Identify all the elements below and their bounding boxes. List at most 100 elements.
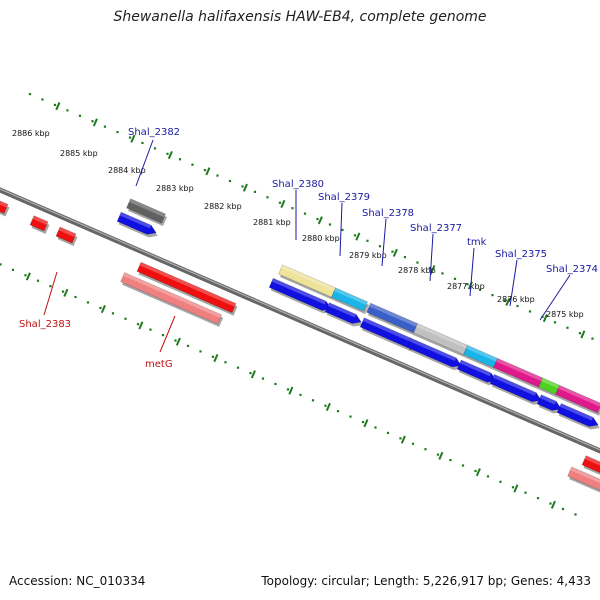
- scale-dot: [528, 310, 532, 313]
- scale-dot: [353, 234, 357, 237]
- scale-dot: [503, 299, 507, 302]
- scale-dot: [216, 174, 219, 177]
- scale-dot: [61, 290, 65, 293]
- scale-dot: [566, 326, 569, 329]
- minus-strand-gene: [581, 455, 600, 476]
- scale-dot: [74, 295, 77, 299]
- label-leader-line: [135, 139, 154, 187]
- minus-feature-bar: [120, 272, 224, 327]
- scale-dot: [574, 513, 577, 516]
- scale-dot: [324, 404, 327, 407]
- scale-dot: [174, 339, 177, 342]
- plus-strand-gene: [456, 359, 498, 386]
- kbp-tick-label: 2875 kbp: [546, 310, 584, 319]
- scale-dot: [553, 321, 557, 324]
- scale-dot: [199, 350, 202, 353]
- scale-dot: [261, 377, 265, 380]
- scale-dot: [228, 179, 232, 183]
- scale-dot: [411, 442, 415, 445]
- scale-dot: [236, 366, 240, 369]
- scale-dot: [453, 277, 457, 280]
- scale-dot: [466, 283, 469, 286]
- scale-dot: [474, 469, 477, 473]
- label-leader-line: [43, 271, 58, 316]
- scale-dot: [111, 312, 115, 315]
- scale-dot: [536, 497, 540, 500]
- outer-scale-track: [28, 92, 594, 340]
- plus-gene-label: tmk: [467, 237, 487, 248]
- scale-dot: [286, 388, 290, 391]
- scale-dot: [366, 239, 369, 242]
- scale-dot: [291, 207, 294, 210]
- plus-strand-gene: [489, 373, 543, 405]
- scale-tick: [242, 183, 248, 192]
- scale-dot: [78, 114, 82, 117]
- scale-dot: [374, 426, 377, 429]
- scale-dot: [336, 410, 340, 413]
- scale-dot: [386, 431, 390, 435]
- genome-backbone: [0, 187, 600, 454]
- scale-dot: [524, 491, 527, 494]
- scale-tick: [505, 297, 511, 306]
- scale-dot: [311, 399, 315, 402]
- minus-strand-gene: [29, 215, 50, 234]
- scale-tick: [250, 370, 256, 379]
- kbp-tick-label: 2883 kbp: [156, 184, 194, 193]
- kbp-tick-label: 2876 kbp: [497, 295, 535, 304]
- plus-feature-bar: [538, 377, 562, 398]
- scale-dot: [278, 201, 282, 204]
- genome-title: Shewanella halifaxensis HAW-EB4, complet…: [113, 9, 487, 25]
- minus-strand-gene: [136, 261, 238, 316]
- scale-dot: [303, 212, 307, 215]
- scale-dot: [224, 361, 227, 364]
- minus-feature-bar: [567, 466, 600, 493]
- scale-dot: [424, 448, 427, 451]
- feature-labels: 2886 kbp 2885 kbp 2884 kbp 2883 kbp 2882 kbp…: [12, 127, 598, 370]
- plus-strand-gene: [406, 337, 463, 370]
- scale-dot: [86, 301, 90, 304]
- scale-dot: [341, 228, 344, 232]
- scale-dot: [486, 475, 490, 478]
- scale-tick: [280, 199, 286, 209]
- scale-tick: [205, 167, 211, 176]
- minus-strand-gene: [55, 226, 78, 247]
- scale-dot: [186, 344, 190, 348]
- kbp-tick-label: 2882 kbp: [204, 202, 242, 211]
- scale-dot: [361, 420, 365, 424]
- kbp-tick-label: 2884 kbp: [108, 166, 146, 175]
- scale-tick: [363, 419, 369, 428]
- plus-feature-bar: [331, 287, 370, 315]
- scale-dot: [478, 288, 482, 291]
- scale-dot: [349, 415, 352, 418]
- scale-dot: [249, 372, 252, 375]
- scale-dot: [274, 382, 277, 386]
- label-leader-line: [509, 259, 518, 307]
- scale-tick: [138, 321, 144, 330]
- scale-tick: [25, 272, 31, 281]
- kbp-tick-label: 2880 kbp: [302, 234, 340, 243]
- plus-gene-label: Shal_2380: [272, 179, 324, 190]
- plus-strand-gene: [268, 277, 333, 314]
- plus-strand-gene: [359, 317, 418, 351]
- inner-scale-track: [0, 263, 577, 516]
- scale-tick: [100, 305, 106, 314]
- scale-dot: [153, 147, 157, 150]
- plus-gene-label: Shal_2378: [362, 208, 414, 219]
- scale-dot: [449, 458, 452, 462]
- label-leader-line: [429, 233, 434, 282]
- scale-dot: [516, 304, 519, 308]
- scale-tick: [430, 265, 436, 274]
- plus-feature-bar: [463, 344, 500, 371]
- scale-dot: [428, 266, 432, 270]
- plus-strand-gene: [324, 302, 363, 327]
- gene-features: [0, 198, 600, 493]
- plus-feature-bar: [126, 198, 168, 227]
- scale-dot: [99, 306, 102, 309]
- minus-strand-gene: [0, 200, 10, 217]
- scale-dot: [328, 223, 332, 226]
- scale-dot: [316, 217, 319, 221]
- scale-tick: [550, 500, 556, 509]
- kbp-tick-label: 2878 kbp: [398, 266, 436, 275]
- label-leader-line: [469, 247, 475, 297]
- scale-dot: [141, 141, 144, 145]
